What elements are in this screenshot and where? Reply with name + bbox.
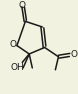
Text: O: O [70,50,77,59]
Text: OH: OH [10,63,24,72]
Text: O: O [19,1,26,10]
Text: O: O [10,40,17,49]
